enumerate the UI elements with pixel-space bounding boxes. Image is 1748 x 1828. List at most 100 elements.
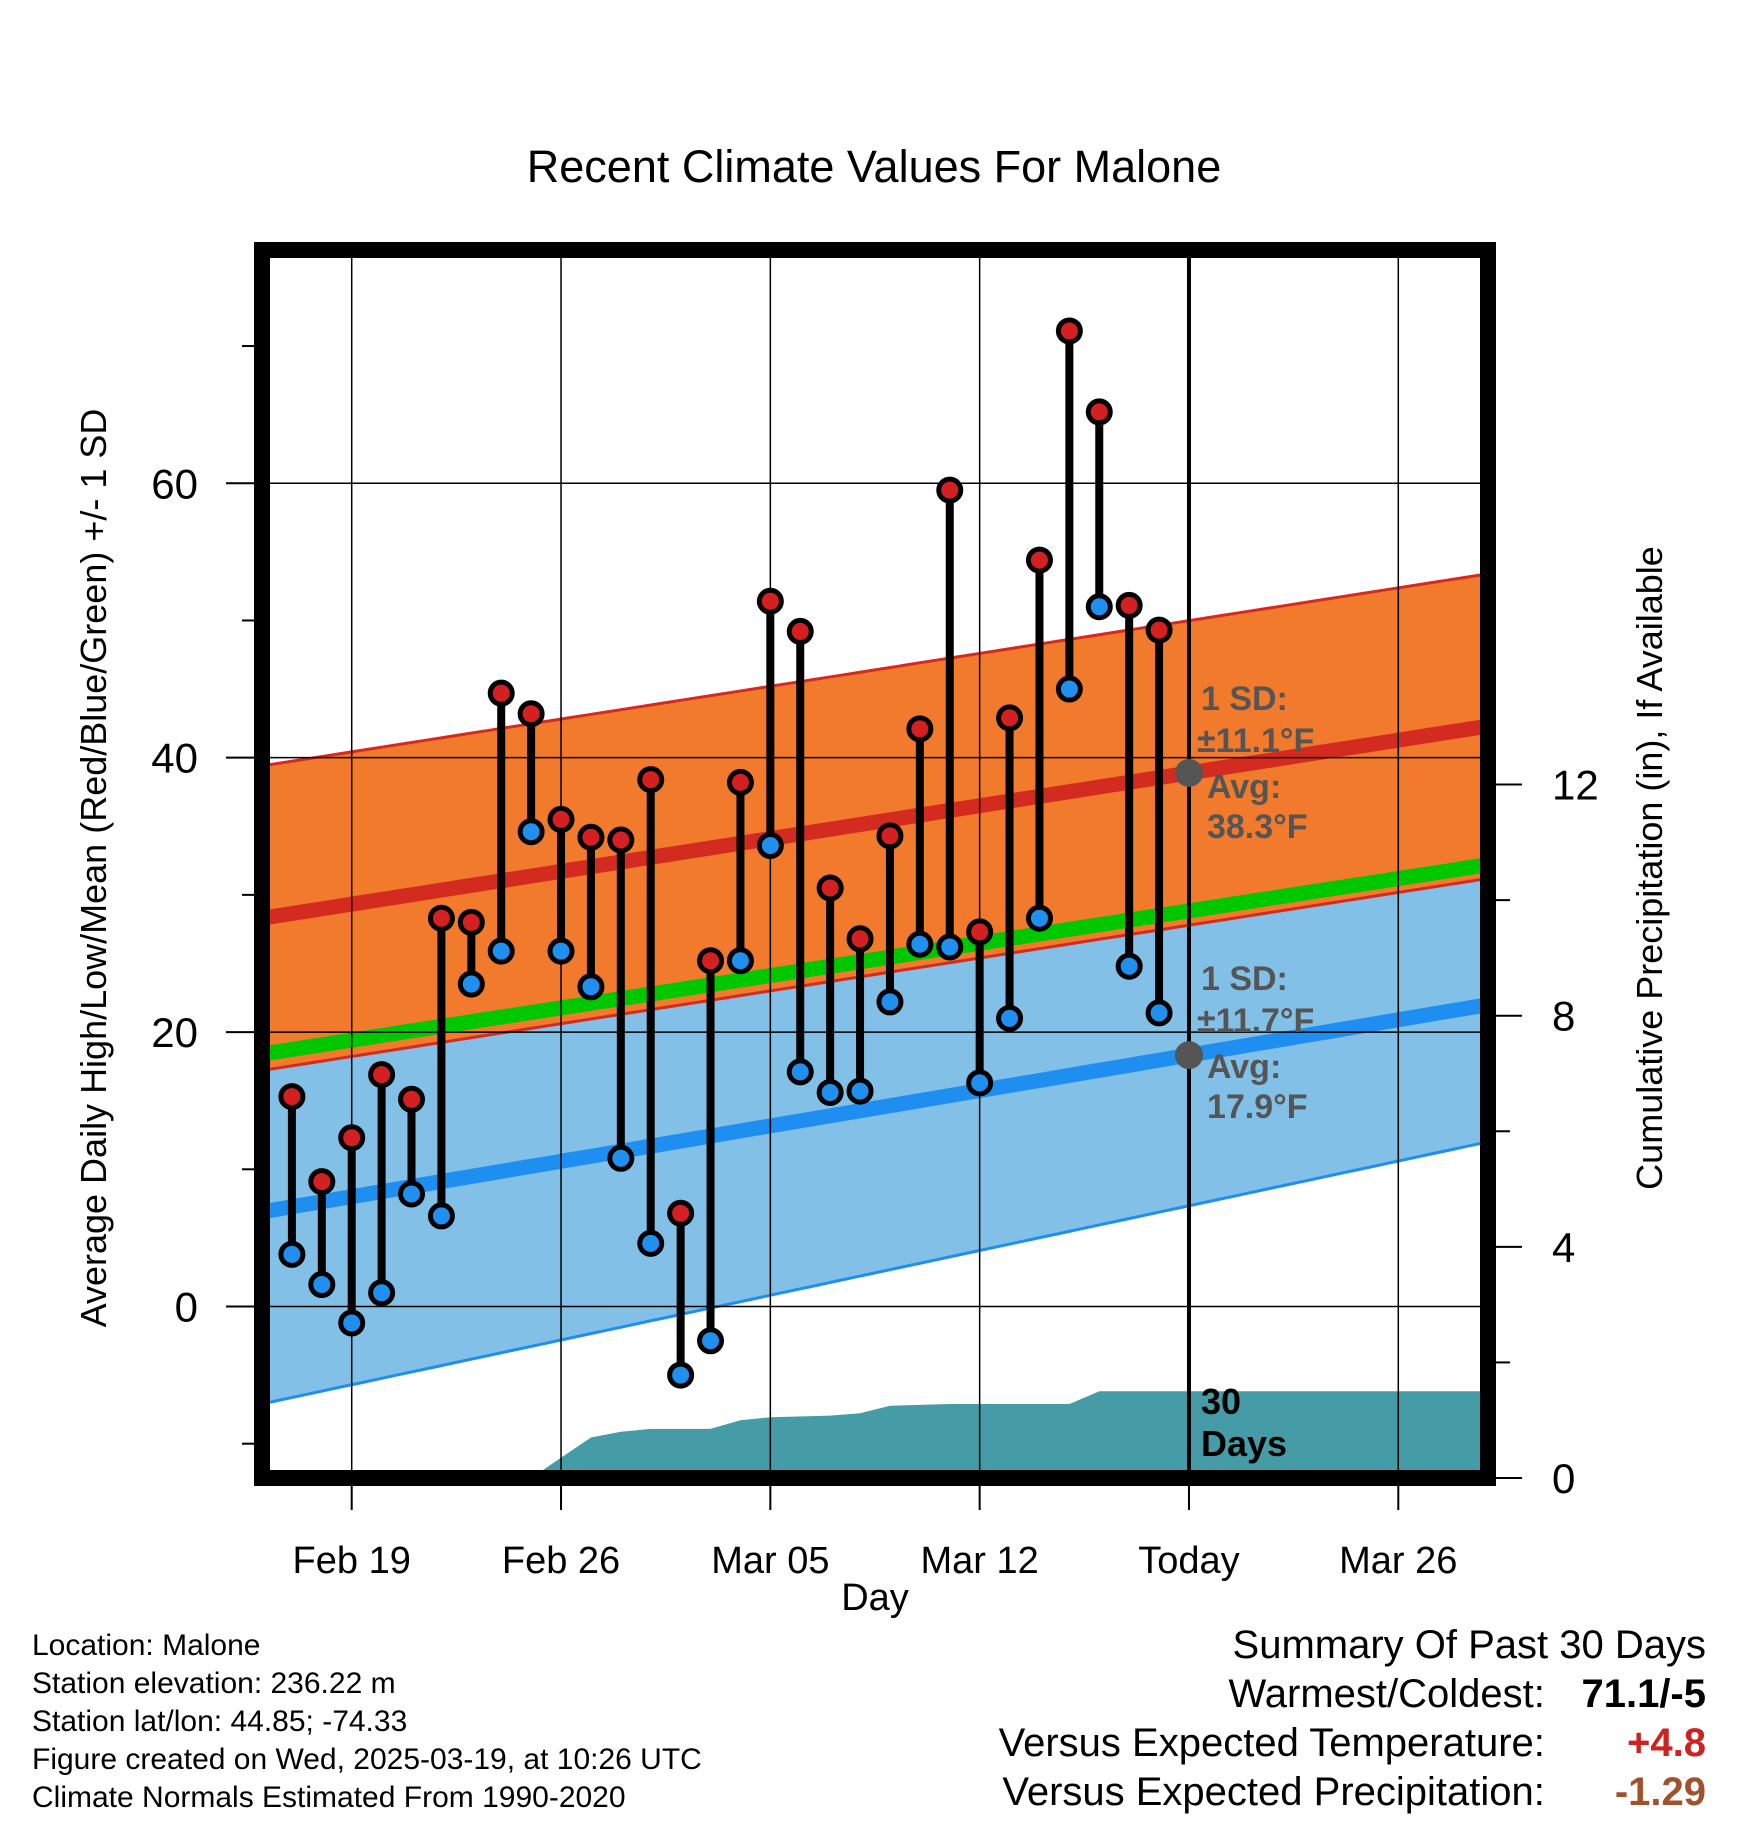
daily-high-point <box>1025 546 1053 574</box>
daily-high-point <box>846 925 874 953</box>
low-annotation-line: 1 SD: <box>1201 960 1288 998</box>
daily-low-point <box>786 1058 814 1086</box>
low-annotation-line: 17.9°F <box>1207 1088 1308 1126</box>
daily-high-point <box>278 1083 306 1111</box>
today-low-normal-marker <box>1174 1041 1203 1070</box>
daily-low-point <box>1085 593 1113 621</box>
low-annotation-line: ±11.7°F <box>1197 1002 1314 1040</box>
daily-high-point <box>966 918 994 946</box>
temperature-value: +4.8 <box>1627 1721 1706 1765</box>
warmest-coldest-row: Warmest/Coldest: 71.1/-5 <box>999 1672 1707 1721</box>
daily-low-point <box>577 973 605 1001</box>
daily-high-point <box>1145 616 1173 644</box>
daily-high-point <box>1055 317 1083 345</box>
latlon-line: Station lat/lon: 44.85; -74.33 <box>32 1705 408 1738</box>
high-band-upper-edge <box>262 572 1488 768</box>
y-axis-label-left: Average Daily High/Low/Mean (Red/Blue/Gr… <box>73 409 114 1328</box>
temperature-label: Versus Expected Temperature: <box>998 1721 1545 1765</box>
daily-low-point <box>996 1004 1024 1032</box>
normals-line: Climate Normals Estimated From 1990-2020 <box>32 1781 626 1814</box>
daily-low-point <box>756 831 784 859</box>
plot-frame <box>254 242 1496 1486</box>
daily-high-point <box>667 1199 695 1227</box>
daily-high-point <box>786 617 814 645</box>
daily-low-point <box>1055 675 1083 703</box>
daily-high-point <box>1115 591 1143 619</box>
summary-title: Summary Of Past 30 Days <box>1232 1623 1706 1667</box>
high-annotation-line: 1 SD: <box>1201 680 1288 718</box>
y-axis-label-right: Cumulative Precipitation (in), If Availa… <box>1629 546 1670 1190</box>
daily-high-point <box>547 805 575 833</box>
high-annotation-line: 38.3°F <box>1207 808 1308 846</box>
daily-low-point <box>1115 952 1143 980</box>
today-high-normal-marker <box>1174 758 1203 787</box>
daily-high-point <box>577 823 605 851</box>
x-tick-label: Mar 12 <box>921 1540 1039 1582</box>
station-info: Location: Malone Station elevation: 236.… <box>32 1627 702 1817</box>
daily-high-point <box>607 826 635 854</box>
daily-low-point <box>457 970 485 998</box>
location-line: Location: Malone <box>32 1629 261 1662</box>
low-annotation-line: Avg: <box>1207 1048 1281 1086</box>
summary-panel: Summary Of Past 30 Days Warmest/Coldest:… <box>999 1623 1706 1819</box>
chart-title: Recent Climate Values For Malone <box>527 141 1221 192</box>
daily-low-point <box>607 1144 635 1172</box>
daily-low-point <box>697 1327 725 1355</box>
warmest-value: 71.1/-5 <box>1581 1672 1706 1716</box>
x-tick-label: Feb 26 <box>502 1540 620 1582</box>
daily-high-point <box>816 874 844 902</box>
high-band-lower-edge <box>262 876 1488 1072</box>
daily-high-point <box>936 476 964 504</box>
daily-low-point <box>338 1309 366 1337</box>
window-label-line: Days <box>1201 1423 1287 1464</box>
daily-high-point <box>756 587 784 615</box>
high-annotation-line: Avg: <box>1207 768 1281 806</box>
daily-low-point <box>1145 999 1173 1027</box>
daily-high-point <box>338 1124 366 1152</box>
daily-high-point <box>457 908 485 936</box>
daily-low-point <box>308 1271 336 1299</box>
climate-chart: Recent Climate Values For Malone 0 20 40 60… <box>73 141 1670 1619</box>
mean-normal-line <box>262 857 1488 1062</box>
daily-low-point <box>1025 904 1053 932</box>
daily-low-point <box>667 1361 695 1389</box>
daily-low-point <box>906 930 934 958</box>
low-normal-line <box>262 997 1488 1220</box>
daily-low-point <box>876 988 904 1016</box>
daily-low-point <box>368 1279 396 1307</box>
daily-high-point <box>876 822 904 850</box>
created-line: Figure created on Wed, 2025-03-19, at 10… <box>32 1743 702 1776</box>
daily-high-point <box>906 715 934 743</box>
daily-low-point <box>966 1069 994 1097</box>
elevation-line: Station elevation: 236.22 m <box>32 1667 396 1700</box>
daily-low-point <box>726 947 754 975</box>
y-left-tick-label: 20 <box>151 1009 198 1056</box>
daily-high-point <box>697 947 725 975</box>
daily-low-point <box>427 1202 455 1230</box>
daily-high-point <box>427 904 455 932</box>
daily-low-point <box>517 818 545 846</box>
daily-low-point <box>936 933 964 961</box>
daily-low-point <box>398 1180 426 1208</box>
precipitation-row: Versus Expected Precipitation: -1.29 <box>999 1770 1706 1819</box>
y-right-tick-label: 4 <box>1552 1224 1575 1271</box>
y-left-tick-label: 60 <box>151 460 198 507</box>
y-left-tick-label: 40 <box>151 735 198 782</box>
daily-high-point <box>996 704 1024 732</box>
daily-low-point <box>547 937 575 965</box>
x-axis-label: Day <box>841 1577 909 1619</box>
y-right-tick-label: 8 <box>1552 993 1575 1040</box>
daily-low-point <box>278 1240 306 1268</box>
daily-high-point <box>517 700 545 728</box>
daily-high-point <box>726 768 754 796</box>
daily-low-point <box>487 937 515 965</box>
high-annotation-line: ±11.1°F <box>1197 722 1314 760</box>
precipitation-value: -1.29 <box>1614 1770 1706 1814</box>
x-tick-label: Today <box>1138 1540 1239 1582</box>
daily-low-point <box>637 1229 665 1257</box>
precipitation-area <box>465 1391 1488 1478</box>
daily-high-point <box>368 1061 396 1089</box>
daily-high-point <box>487 679 515 707</box>
y-left-tick-label: 0 <box>175 1283 198 1330</box>
daily-low-point <box>846 1077 874 1105</box>
